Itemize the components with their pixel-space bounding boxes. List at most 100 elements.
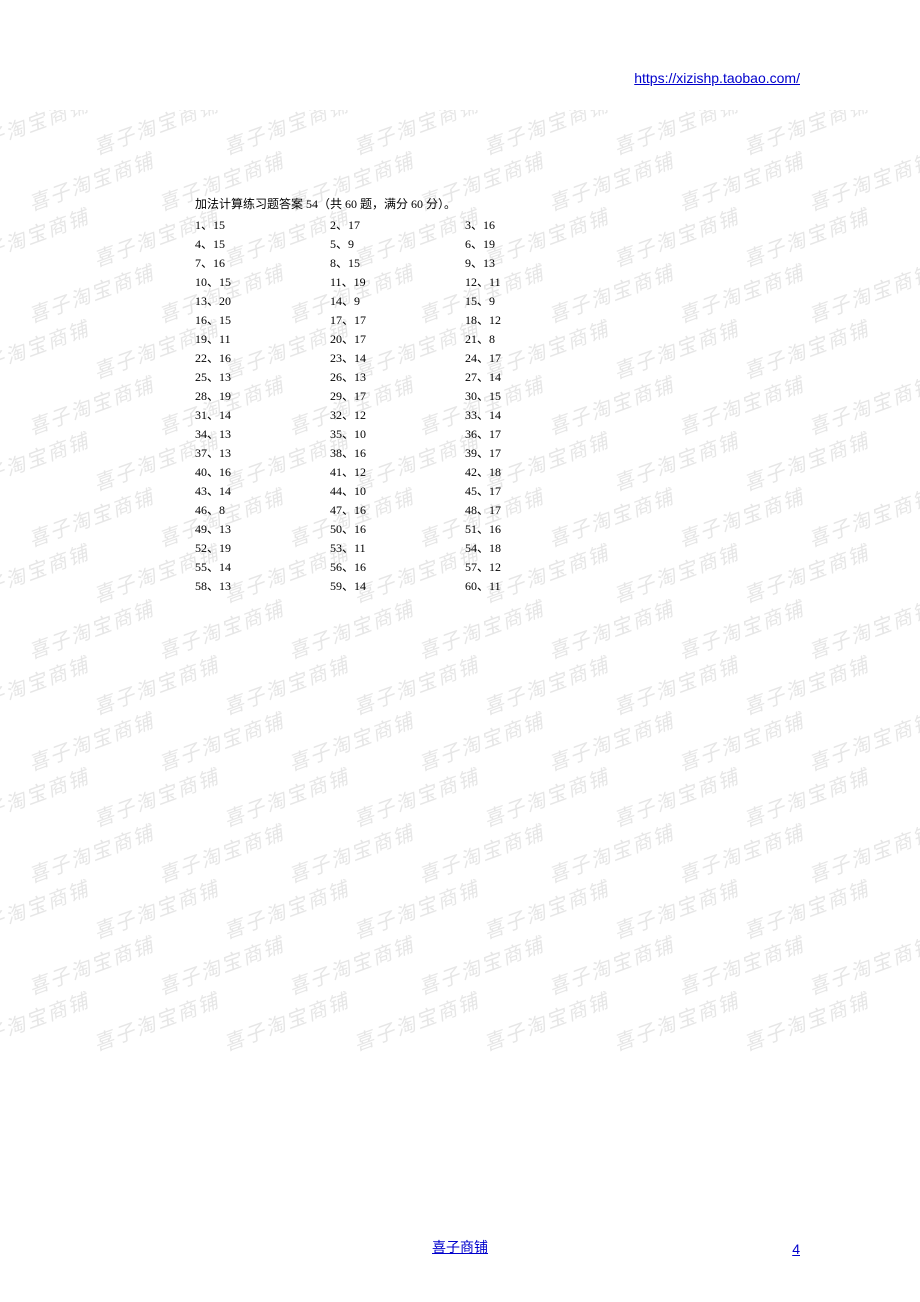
watermark-text: 喜子淘宝商铺 bbox=[0, 424, 93, 496]
watermark-text: 喜子淘宝商铺 bbox=[0, 872, 93, 944]
watermark-text: 喜子淘宝商铺 bbox=[544, 592, 678, 664]
answer-cell: 56、16 bbox=[330, 558, 465, 577]
answer-value: 19 bbox=[219, 389, 231, 403]
answer-value: 16 bbox=[483, 218, 495, 232]
answer-index: 18 bbox=[465, 313, 477, 327]
watermark-text: 喜子淘宝商铺 bbox=[609, 760, 743, 832]
watermark-text: 喜子淘宝商铺 bbox=[89, 760, 223, 832]
watermark-text: 喜子淘宝商铺 bbox=[739, 648, 873, 720]
answer-cell: 8、15 bbox=[330, 254, 465, 273]
answer-separator: 、 bbox=[207, 408, 219, 422]
answer-value: 8 bbox=[219, 503, 225, 517]
watermark-text: 喜子淘宝商铺 bbox=[674, 256, 808, 328]
answer-separator: 、 bbox=[477, 446, 489, 460]
watermark-text: 喜子淘宝商铺 bbox=[284, 592, 418, 664]
watermark-text: 喜子淘宝商铺 bbox=[349, 648, 483, 720]
watermark-text: 喜子淘宝商铺 bbox=[219, 984, 353, 1056]
answer-value: 20 bbox=[219, 294, 231, 308]
answer-cell: 18、12 bbox=[465, 311, 600, 330]
watermark-text: 喜子淘宝商铺 bbox=[24, 256, 158, 328]
answer-cell: 3、16 bbox=[465, 216, 600, 235]
answer-value: 14 bbox=[489, 408, 501, 422]
answer-value: 10 bbox=[354, 484, 366, 498]
answer-separator: 、 bbox=[477, 313, 489, 327]
answer-index: 51 bbox=[465, 522, 477, 536]
watermark-text: 喜子淘宝商铺 bbox=[674, 928, 808, 1000]
watermark-text: 喜子淘宝商铺 bbox=[24, 480, 158, 552]
answer-cell: 37、13 bbox=[195, 444, 330, 463]
answer-separator: 、 bbox=[336, 218, 348, 232]
header-url-link[interactable]: https://xizishp.taobao.com/ bbox=[634, 70, 800, 86]
page-number: 4 bbox=[792, 1241, 800, 1257]
watermark-text: 喜子淘宝商铺 bbox=[414, 704, 548, 776]
watermark-text: 喜子淘宝商铺 bbox=[609, 110, 743, 161]
answer-index: 43 bbox=[195, 484, 207, 498]
answer-cell: 32、12 bbox=[330, 406, 465, 425]
watermark-text: 喜子淘宝商铺 bbox=[479, 984, 613, 1056]
answer-cell: 36、17 bbox=[465, 425, 600, 444]
answer-cell: 2、17 bbox=[330, 216, 465, 235]
answer-value: 11 bbox=[354, 541, 366, 555]
watermark-text: 喜子淘宝商铺 bbox=[739, 984, 873, 1056]
answer-cell: 28、19 bbox=[195, 387, 330, 406]
watermark-text: 喜子淘宝商铺 bbox=[89, 648, 223, 720]
answer-index: 11 bbox=[330, 275, 342, 289]
answer-cell: 35、10 bbox=[330, 425, 465, 444]
watermark-text: 喜子淘宝商铺 bbox=[674, 704, 808, 776]
answer-value: 16 bbox=[213, 256, 225, 270]
answer-cell: 54、18 bbox=[465, 539, 600, 558]
answer-separator: 、 bbox=[342, 294, 354, 308]
answer-value: 14 bbox=[219, 408, 231, 422]
answer-index: 45 bbox=[465, 484, 477, 498]
answer-index: 13 bbox=[195, 294, 207, 308]
watermark-text: 喜子淘宝商铺 bbox=[804, 480, 920, 552]
answer-value: 17 bbox=[489, 503, 501, 517]
answer-index: 12 bbox=[465, 275, 477, 289]
answer-separator: 、 bbox=[342, 370, 354, 384]
watermark-text: 喜子淘宝商铺 bbox=[284, 816, 418, 888]
answer-value: 13 bbox=[219, 446, 231, 460]
answer-cell: 57、12 bbox=[465, 558, 600, 577]
answer-index: 31 bbox=[195, 408, 207, 422]
answer-separator: 、 bbox=[471, 237, 483, 251]
answer-index: 57 bbox=[465, 560, 477, 574]
answer-index: 46 bbox=[195, 503, 207, 517]
answer-index: 52 bbox=[195, 541, 207, 555]
watermark-text: 喜子淘宝商铺 bbox=[739, 536, 873, 608]
answer-value: 12 bbox=[354, 408, 366, 422]
answer-value: 13 bbox=[219, 522, 231, 536]
answer-cell: 24、17 bbox=[465, 349, 600, 368]
watermark-text: 喜子淘宝商铺 bbox=[804, 256, 920, 328]
answer-value: 12 bbox=[489, 313, 501, 327]
answer-index: 16 bbox=[195, 313, 207, 327]
answer-index: 30 bbox=[465, 389, 477, 403]
answer-separator: 、 bbox=[477, 332, 489, 346]
watermark-text: 喜子淘宝商铺 bbox=[414, 816, 548, 888]
answer-cell: 20、17 bbox=[330, 330, 465, 349]
answer-value: 16 bbox=[354, 446, 366, 460]
watermark-text: 喜子淘宝商铺 bbox=[219, 760, 353, 832]
footer-shop-link[interactable]: 喜子商铺 bbox=[432, 1241, 488, 1256]
answer-cell: 21、8 bbox=[465, 330, 600, 349]
answer-value: 14 bbox=[354, 579, 366, 593]
answer-cell: 9、13 bbox=[465, 254, 600, 273]
watermark-text: 喜子淘宝商铺 bbox=[24, 144, 158, 216]
answer-index: 24 bbox=[465, 351, 477, 365]
answer-value: 11 bbox=[489, 579, 501, 593]
answer-cell: 15、9 bbox=[465, 292, 600, 311]
watermark-text: 喜子淘宝商铺 bbox=[674, 816, 808, 888]
answer-value: 15 bbox=[219, 313, 231, 327]
watermark-text: 喜子淘宝商铺 bbox=[0, 984, 93, 1056]
answer-value: 16 bbox=[354, 522, 366, 536]
answer-value: 17 bbox=[489, 427, 501, 441]
watermark-text: 喜子淘宝商铺 bbox=[739, 110, 873, 161]
answer-value: 17 bbox=[489, 484, 501, 498]
answer-value: 15 bbox=[489, 389, 501, 403]
answer-index: 37 bbox=[195, 446, 207, 460]
answer-separator: 、 bbox=[207, 313, 219, 327]
watermark-text: 喜子淘宝商铺 bbox=[24, 816, 158, 888]
answer-cell: 31、14 bbox=[195, 406, 330, 425]
watermark-text: 喜子淘宝商铺 bbox=[739, 760, 873, 832]
answer-cell: 41、12 bbox=[330, 463, 465, 482]
answer-index: 35 bbox=[330, 427, 342, 441]
